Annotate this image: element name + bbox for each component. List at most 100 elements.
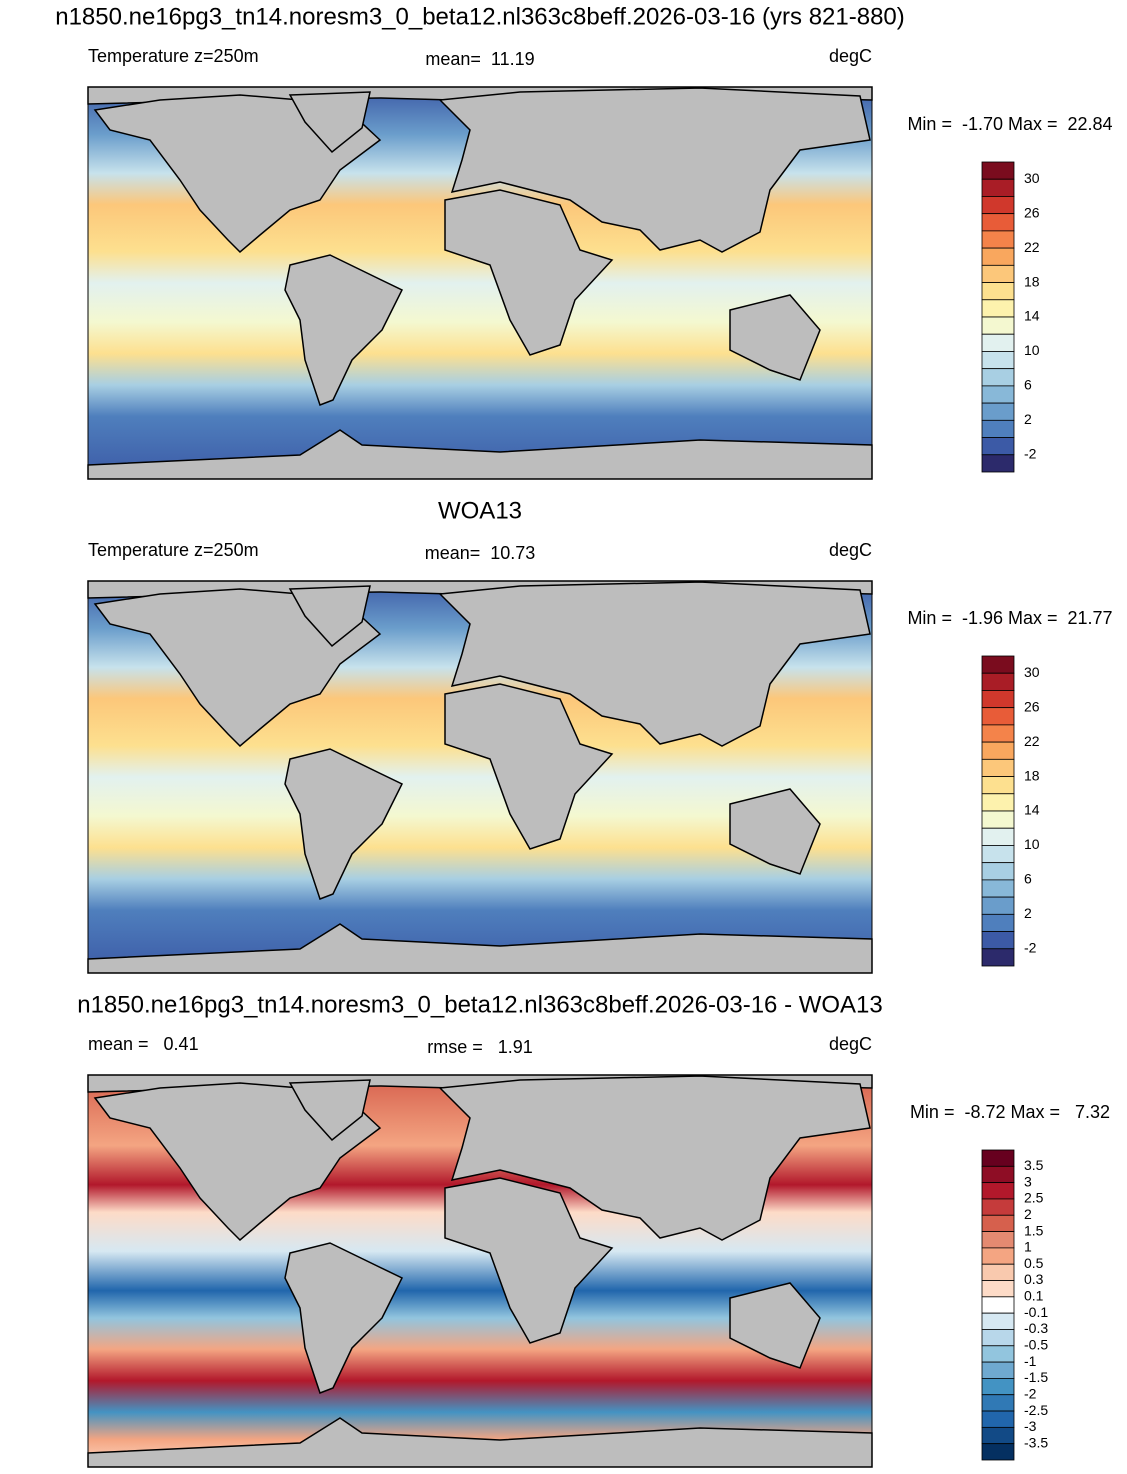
units-label: degC [829, 1034, 872, 1054]
colorbar-box [981, 707, 1015, 726]
colorbar-label: -1 [1024, 1353, 1037, 1369]
colorbar-box [981, 1263, 1015, 1281]
colorbar-label: 2 [1024, 411, 1032, 427]
colorbar-label: 6 [1024, 871, 1032, 887]
colorbar-box [981, 316, 1015, 335]
colorbar-label: 0.1 [1024, 1288, 1044, 1304]
colorbar-label: 10 [1024, 836, 1040, 852]
colorbar-label: 1 [1024, 1239, 1032, 1255]
panel-title: WOA13 [438, 497, 522, 524]
colorbar-box [981, 1182, 1015, 1200]
colorbar-box [981, 1394, 1015, 1412]
colorbar-box [981, 793, 1015, 812]
colorbar-box [981, 402, 1015, 421]
colorbar-box [981, 1280, 1015, 1298]
colorbar-box [981, 879, 1015, 898]
colorbar-box [981, 1329, 1015, 1347]
colorbar-label: 2 [1024, 905, 1032, 921]
center-label: mean= 11.19 [425, 49, 534, 69]
colorbar-box [981, 845, 1015, 864]
left-label: mean = 0.41 [88, 1034, 199, 1054]
colorbar-label: 0.3 [1024, 1271, 1044, 1287]
colorbar-box [981, 827, 1015, 846]
colorbar-box [981, 776, 1015, 795]
colorbar-box [981, 178, 1015, 197]
colorbar-box [981, 896, 1015, 915]
colorbar-label: -2.5 [1024, 1402, 1048, 1418]
colorbar-label: -0.5 [1024, 1336, 1048, 1352]
colorbar-box [981, 672, 1015, 691]
colorbar-box [981, 1149, 1015, 1167]
colorbar-box [981, 333, 1015, 352]
colorbar-box [981, 1247, 1015, 1265]
units-label: degC [829, 540, 872, 560]
colorbar-box [981, 1214, 1015, 1232]
colorbar-label: 30 [1024, 664, 1040, 680]
colorbar-label: 2 [1024, 1206, 1032, 1222]
colorbar-box [981, 161, 1015, 180]
colorbar-label: -0.3 [1024, 1320, 1048, 1336]
colorbar-label: -3.5 [1024, 1434, 1048, 1450]
colorbar-label: 22 [1024, 733, 1040, 749]
center-label: mean= 10.73 [425, 543, 536, 563]
colorbar-label: 6 [1024, 377, 1032, 393]
units-label: degC [829, 46, 872, 66]
colorbar-label: 10 [1024, 342, 1040, 358]
colorbar-label: 18 [1024, 767, 1040, 783]
colorbar-box [981, 454, 1015, 473]
colorbar-box [981, 351, 1015, 370]
map [87, 1074, 873, 1468]
colorbar-label: 30 [1024, 170, 1040, 186]
colorbar-label: -1.5 [1024, 1369, 1048, 1385]
colorbar-label: 22 [1024, 239, 1040, 255]
center-label: rmse = 1.91 [427, 1037, 533, 1057]
colorbar-box [981, 1296, 1015, 1314]
colorbar-box [981, 948, 1015, 967]
colorbar-label: 14 [1024, 308, 1040, 324]
colorbar-label: -3 [1024, 1418, 1037, 1434]
colorbar-label: 1.5 [1024, 1222, 1044, 1238]
left-label: Temperature z=250m [88, 46, 259, 66]
map [87, 580, 873, 974]
colorbar-label: 14 [1024, 802, 1040, 818]
colorbar-box [981, 1361, 1015, 1379]
map-frame [87, 1074, 873, 1468]
colorbar-box [981, 1410, 1015, 1428]
colorbar-box [981, 1426, 1015, 1445]
colorbar-box [981, 810, 1015, 829]
colorbar-box [981, 1231, 1015, 1249]
min-max-label: Min = -8.72 Max = 7.32 [910, 1102, 1110, 1122]
colorbar-box [981, 230, 1015, 249]
colorbar-label: -0.1 [1024, 1304, 1048, 1320]
colorbar-box [981, 196, 1015, 215]
colorbar-box [981, 282, 1015, 301]
colorbar-box [981, 862, 1015, 881]
colorbar-box [981, 1198, 1015, 1216]
colorbar-box [981, 690, 1015, 709]
figure-title: n1850.ne16pg3_tn14.noresm3_0_beta12.nl36… [55, 3, 905, 30]
colorbar-box [981, 437, 1015, 456]
colorbar-box [981, 213, 1015, 232]
colorbar-box [981, 1378, 1015, 1396]
min-max-label: Min = -1.96 Max = 21.77 [907, 608, 1112, 628]
colorbar-box [981, 247, 1015, 266]
colorbar-box [981, 299, 1015, 318]
colorbar-box [981, 724, 1015, 743]
colorbar-box [981, 931, 1015, 950]
colorbar-box [981, 758, 1015, 777]
map-frame [87, 580, 873, 974]
colorbar-box [981, 1165, 1015, 1184]
colorbar-box [981, 1443, 1015, 1461]
colorbar-box [981, 385, 1015, 404]
colorbar-label: -2 [1024, 1385, 1037, 1401]
colorbar-box [981, 368, 1015, 387]
map [87, 86, 873, 480]
colorbar-box [981, 264, 1015, 283]
colorbar-label: 26 [1024, 698, 1040, 714]
colorbar-box [981, 1345, 1015, 1363]
map-frame [87, 86, 873, 480]
min-max-label: Min = -1.70 Max = 22.84 [907, 114, 1112, 134]
colorbar-box [981, 913, 1015, 932]
colorbar-label: 3.5 [1024, 1157, 1044, 1173]
